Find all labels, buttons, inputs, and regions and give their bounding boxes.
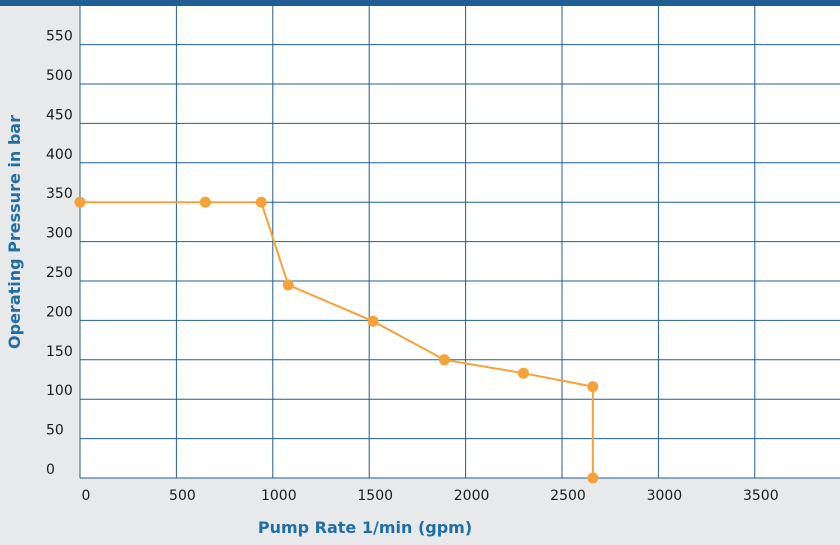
grid-lines — [79, 4, 840, 479]
data-point — [74, 196, 86, 208]
x-tick-label: 2500 — [550, 488, 586, 504]
data-point — [587, 381, 599, 393]
y-tick-label: 100 — [46, 383, 73, 399]
x-tick-label: 500 — [169, 488, 196, 504]
y-axis-ticks: 0 50 100 150 200 250 300 350 400 450 500 550 — [46, 29, 73, 478]
data-point — [255, 196, 267, 208]
y-axis-title: Operating Pressure in bar — [5, 115, 24, 349]
y-tick-label: 150 — [46, 344, 73, 360]
data-point — [438, 354, 450, 366]
x-tick-label: 2000 — [454, 488, 490, 504]
data-point — [367, 315, 379, 327]
y-tick-label: 200 — [46, 304, 73, 320]
data-point — [199, 196, 211, 208]
y-tick-label: 400 — [46, 147, 73, 163]
x-tick-label: 3000 — [647, 488, 683, 504]
y-tick-label: 300 — [46, 226, 73, 242]
data-point — [282, 279, 294, 291]
x-tick-label: 1000 — [261, 488, 297, 504]
x-axis-ticks: 0 500 1000 1500 2000 2500 3000 3500 — [82, 488, 779, 504]
x-tick-label: 0 — [82, 488, 91, 504]
x-tick-label: 1500 — [357, 488, 393, 504]
y-tick-label: 500 — [46, 68, 73, 84]
y-tick-label: 450 — [46, 107, 73, 123]
x-tick-label: 3500 — [743, 488, 779, 504]
series-layer — [74, 196, 599, 484]
top-bar — [0, 0, 840, 6]
y-tick-label: 50 — [46, 423, 64, 439]
y-tick-label: 0 — [46, 462, 55, 478]
x-axis-title: Pump Rate 1/min (gpm) — [258, 518, 472, 537]
data-point — [517, 367, 529, 379]
data-point — [587, 472, 599, 484]
y-tick-label: 350 — [46, 186, 73, 202]
y-tick-label: 250 — [46, 265, 73, 281]
y-tick-label: 550 — [46, 29, 73, 45]
